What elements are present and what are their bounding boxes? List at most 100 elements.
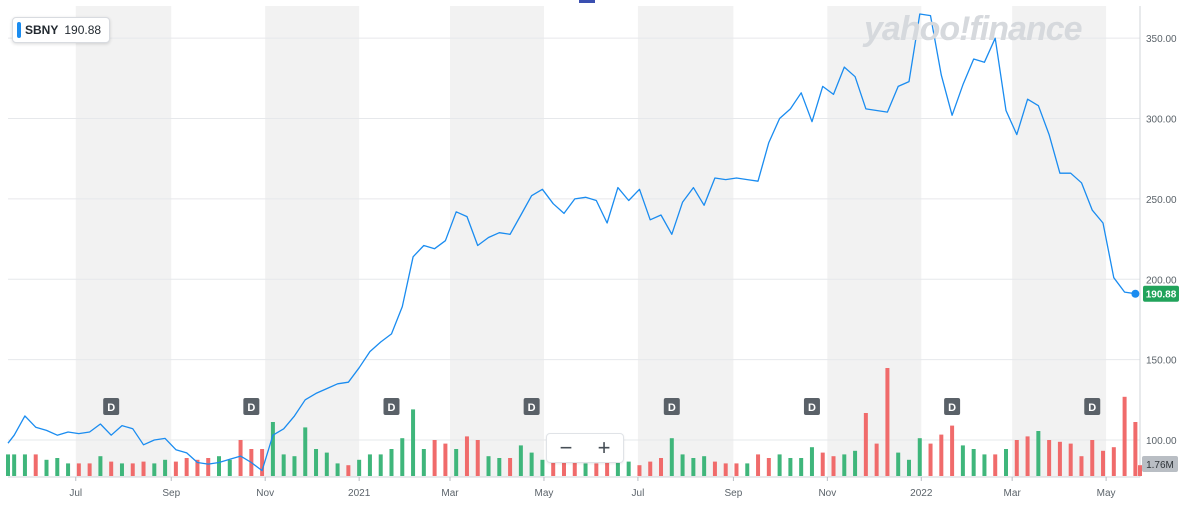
volume-bar (960, 445, 965, 476)
volume-bar (44, 459, 49, 476)
volume-bar (1014, 440, 1019, 476)
volume-bar (820, 452, 825, 476)
volume-bar (885, 368, 890, 476)
volume-bar (1101, 450, 1106, 476)
dividend-marker (243, 398, 260, 415)
volume-bar (119, 463, 124, 476)
month-shade-band (75, 6, 172, 477)
volume-bar (367, 454, 372, 476)
volume-bar (1068, 443, 1073, 476)
yahoo-finance-watermark: yahoo!finance (864, 10, 1082, 48)
volume-bar (896, 452, 901, 476)
volume-bar (1004, 449, 1009, 476)
x-tick-label: Nov (818, 488, 836, 499)
volume-bar (12, 454, 17, 476)
x-tick-label: Sep (725, 488, 743, 499)
volume-bar (195, 459, 200, 476)
volume-bar (831, 456, 836, 476)
volume-tag-label: 1.76M (1146, 460, 1174, 471)
volume-bar (421, 449, 426, 476)
volume-bar (723, 463, 728, 476)
volume-bar (152, 463, 157, 476)
volume-bar (1133, 422, 1138, 476)
volume-bar (400, 438, 405, 476)
volume-bar (950, 425, 955, 476)
zoom-out-button[interactable]: − (559, 435, 573, 460)
volume-bar (1079, 456, 1084, 476)
dividend-label: D (247, 402, 255, 414)
last-price-dot (1131, 289, 1140, 298)
dividend-marker (523, 398, 540, 415)
volume-bar (464, 436, 469, 476)
x-tick-label: May (535, 488, 554, 499)
volume-bar (130, 463, 135, 476)
volume-bar (1025, 436, 1030, 476)
volume-bar (939, 434, 944, 476)
volume-bar (766, 458, 771, 476)
range-marker (579, 0, 595, 3)
volume-bar (551, 458, 556, 476)
volume-bar (173, 461, 178, 476)
x-tick-label: 2021 (348, 488, 371, 499)
x-tick-label: Mar (441, 488, 459, 499)
volume-bar (971, 449, 976, 476)
dividend-label: D (107, 402, 115, 414)
x-tick-label: Jul (69, 488, 82, 499)
dividend-marker (944, 398, 961, 415)
volume-bar (357, 459, 362, 476)
volume-bar (55, 458, 60, 476)
volume-bar (432, 440, 437, 476)
volume-bar (572, 461, 577, 476)
volume-bar (853, 450, 858, 476)
volume-bar (809, 447, 814, 476)
y-tick-label: 150.00 (1146, 356, 1177, 367)
volume-bar (1122, 396, 1127, 476)
volume-bar (87, 463, 92, 476)
dividend-label: D (668, 402, 676, 414)
volume-bar (928, 443, 933, 476)
volume-bar (238, 440, 243, 476)
dividend-marker (383, 398, 400, 415)
volume-bar (712, 461, 717, 476)
dividend-marker (803, 398, 820, 415)
volume-bar (22, 454, 27, 476)
volume-bar (206, 458, 211, 476)
ticker-badge[interactable]: SBNY 190.88 (12, 17, 111, 43)
price-line (7, 13, 1136, 472)
y-tick-label: 100.00 (1146, 436, 1177, 447)
volume-bar (141, 461, 146, 476)
volume-bar (669, 438, 674, 476)
y-tick-label: 350.00 (1146, 34, 1177, 45)
volume-bar (216, 456, 221, 476)
y-tick-label: 200.00 (1146, 275, 1177, 286)
dividend-label: D (1088, 402, 1096, 414)
x-tick-label: 2022 (910, 488, 933, 499)
volume-bar (540, 459, 545, 476)
volume-bar (184, 458, 189, 476)
dividend-label: D (808, 402, 816, 414)
volume-bar (378, 454, 383, 476)
y-tick-label: 250.00 (1146, 195, 1177, 206)
volume-bar (529, 452, 534, 476)
zoom-in-button[interactable]: + (597, 435, 611, 460)
volume-bar (314, 449, 319, 476)
dividend-marker (663, 398, 680, 415)
month-shade-band (637, 6, 734, 477)
volume-bar (227, 459, 232, 476)
x-tick-label: Sep (162, 488, 180, 499)
volume-bar (346, 465, 351, 476)
volume-bar (66, 463, 71, 476)
x-tick-label: Mar (1004, 488, 1022, 499)
volume-bar (615, 452, 620, 476)
volume-bar (33, 454, 38, 476)
volume-bar (324, 452, 329, 476)
last-price-tag (1143, 285, 1179, 302)
volume-bar (486, 456, 491, 476)
volume-bar (756, 454, 761, 476)
month-shade-band (827, 6, 922, 477)
volume-bar (788, 458, 793, 476)
series-color-swatch (17, 22, 21, 38)
volume-bar (637, 465, 642, 476)
